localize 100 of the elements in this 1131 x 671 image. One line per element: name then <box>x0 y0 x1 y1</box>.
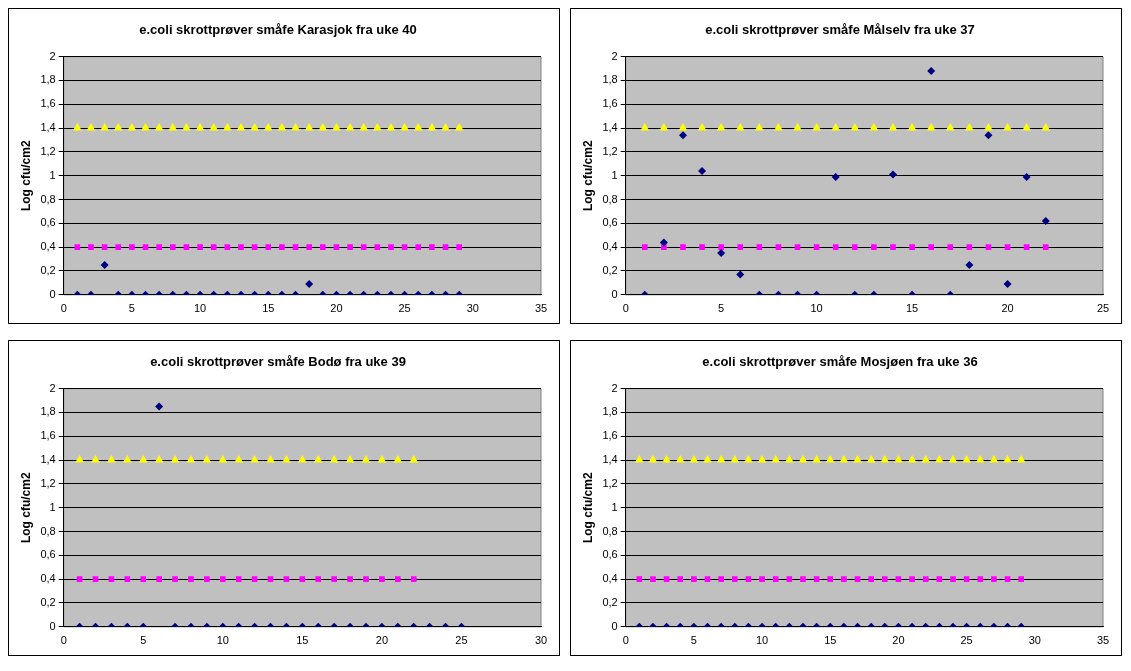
point <box>888 123 898 131</box>
y-tick-label: 1,2 <box>40 144 56 157</box>
y-tick-label: 1,4 <box>40 453 56 466</box>
point <box>456 244 462 250</box>
point <box>140 576 147 582</box>
y-tick-label: 0,6 <box>602 216 618 229</box>
point <box>386 123 396 131</box>
point <box>759 576 765 582</box>
point <box>675 455 685 463</box>
point <box>735 123 745 131</box>
point <box>73 123 82 131</box>
y-tick-label: 1,8 <box>602 73 618 86</box>
point <box>1003 123 1012 131</box>
point <box>156 576 162 582</box>
point <box>332 123 341 131</box>
y-tick-label: 1 <box>611 500 618 513</box>
point <box>975 455 985 463</box>
point <box>170 455 180 463</box>
y-tick-label: 2 <box>49 381 56 394</box>
point <box>985 244 992 250</box>
point <box>298 455 307 463</box>
point <box>76 576 83 582</box>
point <box>703 455 712 463</box>
point <box>236 123 246 131</box>
y-tick-label: 1,4 <box>602 453 618 466</box>
point <box>107 455 116 463</box>
x-tick-label: 0 <box>622 302 629 315</box>
point <box>100 123 109 131</box>
point <box>757 455 767 463</box>
point <box>850 123 860 131</box>
point <box>304 123 314 131</box>
point <box>279 244 285 250</box>
point <box>1022 172 1031 181</box>
point <box>360 244 367 250</box>
point <box>798 455 808 463</box>
point <box>786 576 793 582</box>
point <box>756 244 763 250</box>
y-tick-label: 0 <box>49 619 56 632</box>
point <box>871 244 877 250</box>
point <box>1004 576 1011 582</box>
point <box>663 576 670 582</box>
point <box>907 123 917 131</box>
point <box>825 455 835 463</box>
y-tick-label: 1,4 <box>602 121 618 134</box>
x-tick-label: 15 <box>905 302 919 315</box>
point <box>299 576 306 582</box>
x-tick-label: 0 <box>622 634 629 647</box>
point <box>74 244 81 250</box>
point <box>427 123 437 131</box>
point <box>851 244 858 250</box>
chart-title: e.coli skrottprøver småfe Mosjøen fra uke 36 <box>702 354 978 370</box>
point <box>755 123 764 131</box>
point <box>292 244 299 250</box>
point <box>101 244 108 250</box>
point <box>218 455 228 463</box>
y-tick-label: 0,4 <box>602 240 618 253</box>
point <box>641 244 648 250</box>
point <box>662 455 671 463</box>
point <box>948 455 958 463</box>
point <box>1041 123 1051 131</box>
x-tick-label: 10 <box>216 634 229 647</box>
point <box>394 576 401 582</box>
point <box>831 123 841 131</box>
point <box>731 576 738 582</box>
point <box>154 455 164 463</box>
x-tick-label: 5 <box>140 634 147 647</box>
point <box>415 244 422 250</box>
point <box>204 576 210 582</box>
y-tick-label: 0,2 <box>602 596 618 609</box>
point <box>442 244 449 250</box>
y-tick-label: 1,6 <box>602 429 618 442</box>
point <box>648 455 658 463</box>
y-tick-label: 0,4 <box>40 572 56 585</box>
point <box>890 244 896 250</box>
point <box>154 123 164 131</box>
point <box>827 576 834 582</box>
x-tick-label: 5 <box>718 302 725 315</box>
point <box>115 244 122 250</box>
point <box>704 576 711 582</box>
point <box>127 123 137 131</box>
point <box>689 455 699 463</box>
point <box>831 172 840 181</box>
point <box>691 576 697 582</box>
point <box>359 123 369 131</box>
point <box>182 123 191 131</box>
point <box>775 244 782 250</box>
point <box>75 455 84 463</box>
point <box>291 123 300 131</box>
point <box>283 576 290 582</box>
point <box>454 123 464 131</box>
point <box>413 123 423 131</box>
point <box>156 244 162 250</box>
point <box>100 261 109 270</box>
point <box>129 244 135 250</box>
y-tick-label: 0,8 <box>40 192 56 205</box>
x-tick-label: 30 <box>466 302 479 315</box>
y-tick-label: 2 <box>49 49 56 62</box>
point <box>401 244 408 250</box>
point <box>868 576 874 582</box>
y-tick-label: 0,6 <box>40 548 56 561</box>
